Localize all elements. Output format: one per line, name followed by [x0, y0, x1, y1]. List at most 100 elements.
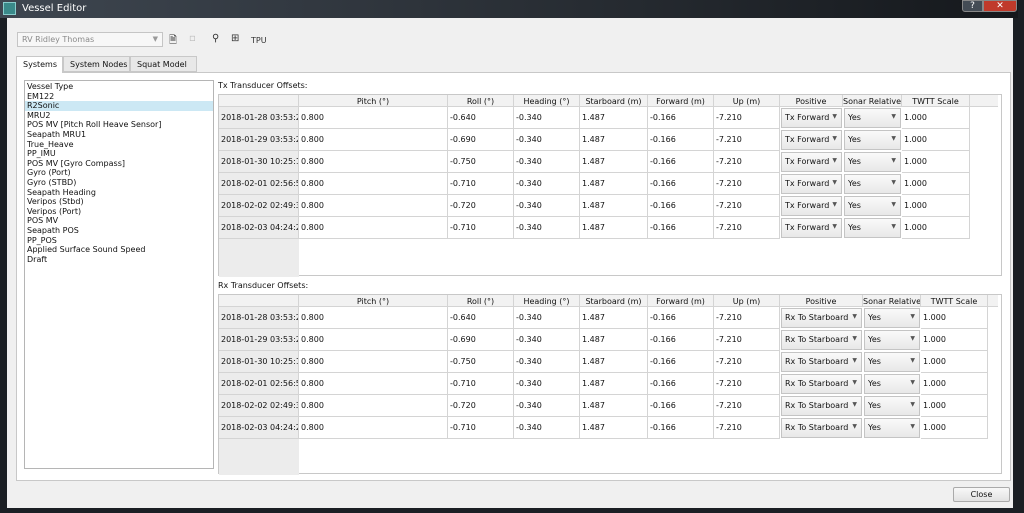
- sonar-relative-dropdown[interactable]: Yes ▼: [864, 352, 920, 372]
- table-cell[interactable]: -0.340: [514, 417, 580, 439]
- row-header-date[interactable]: 2018-01-30 10:25:13: [219, 151, 299, 173]
- sonar-relative-dropdown[interactable]: Yes ▼: [864, 396, 920, 416]
- column-header[interactable]: TWTT Scale: [902, 95, 970, 107]
- positive-dropdown[interactable]: Tx Forward ▼: [781, 174, 842, 194]
- window-close-button[interactable]: ✕: [983, 0, 1017, 12]
- table-cell[interactable]: -0.340: [514, 307, 580, 329]
- row-header-date[interactable]: 2018-01-29 03:53:27: [219, 329, 299, 351]
- row-header-date[interactable]: 2018-02-02 02:49:33: [219, 395, 299, 417]
- table-cell[interactable]: -0.750: [448, 151, 514, 173]
- row-header-date[interactable]: 2018-01-28 03:53:26: [219, 307, 299, 329]
- table-cell[interactable]: -0.166: [648, 307, 714, 329]
- positive-dropdown[interactable]: Tx Forward ▼: [781, 218, 842, 238]
- table-cell[interactable]: -0.340: [514, 129, 580, 151]
- sonar-relative-dropdown[interactable]: Yes ▼: [864, 308, 920, 328]
- table-cell[interactable]: -0.640: [448, 107, 514, 129]
- table-cell[interactable]: -0.720: [448, 395, 514, 417]
- table-cell[interactable]: 1.000: [902, 173, 970, 195]
- table-cell[interactable]: -0.340: [514, 373, 580, 395]
- table-cell[interactable]: 1.000: [902, 195, 970, 217]
- column-header[interactable]: Forward (m): [648, 295, 714, 307]
- column-header[interactable]: Heading (°): [514, 295, 580, 307]
- system-item[interactable]: EM122: [27, 91, 55, 101]
- positive-dropdown[interactable]: Rx To Starboard ▼: [781, 396, 862, 416]
- row-header-date[interactable]: 2018-01-29 03:53:27: [219, 129, 299, 151]
- table-cell[interactable]: -0.710: [448, 373, 514, 395]
- system-item[interactable]: Gyro (STBD): [27, 177, 77, 187]
- sonar-relative-dropdown[interactable]: Yes ▼: [844, 130, 901, 150]
- table-cell[interactable]: -0.166: [648, 217, 714, 239]
- column-header[interactable]: TWTT Scale: [921, 295, 988, 307]
- table-cell[interactable]: 0.800: [299, 329, 448, 351]
- node-icon[interactable]: ⚲: [212, 33, 220, 44]
- column-header[interactable]: Up (m): [714, 295, 780, 307]
- table-cell[interactable]: -0.340: [514, 351, 580, 373]
- table-cell[interactable]: -0.166: [648, 173, 714, 195]
- table-cell[interactable]: 1.487: [580, 129, 648, 151]
- table-cell[interactable]: 0.800: [299, 307, 448, 329]
- table-cell[interactable]: 1.487: [580, 373, 648, 395]
- close-button[interactable]: Close: [953, 487, 1010, 502]
- table-cell[interactable]: 1.487: [580, 217, 648, 239]
- table-cell[interactable]: 1.487: [580, 417, 648, 439]
- column-header[interactable]: Positive: [780, 95, 843, 107]
- table-cell[interactable]: -0.710: [448, 173, 514, 195]
- table-cell[interactable]: 1.000: [921, 373, 988, 395]
- sonar-relative-dropdown[interactable]: Yes ▼: [844, 196, 901, 216]
- positive-dropdown[interactable]: Rx To Starboard ▼: [781, 308, 862, 328]
- column-header[interactable]: Heading (°): [514, 95, 580, 107]
- vessel-dropdown[interactable]: RV Ridley Thomas ▼: [17, 32, 163, 47]
- table-cell[interactable]: 1.000: [902, 151, 970, 173]
- column-header[interactable]: Sonar Relative: [863, 295, 921, 307]
- table-cell[interactable]: -7.210: [714, 129, 780, 151]
- system-item[interactable]: Seapath POS: [27, 225, 79, 235]
- column-header[interactable]: Pitch (°): [299, 295, 448, 307]
- column-header[interactable]: Starboard (m): [580, 295, 648, 307]
- row-header-date[interactable]: 2018-02-03 04:24:22: [219, 417, 299, 439]
- table-cell[interactable]: -0.166: [648, 373, 714, 395]
- table-cell[interactable]: -7.210: [714, 173, 780, 195]
- system-item[interactable]: Veripos (Port): [27, 206, 82, 216]
- system-item[interactable]: Gyro (Port): [27, 168, 71, 178]
- table-cell[interactable]: 1.487: [580, 329, 648, 351]
- table-cell[interactable]: -0.690: [448, 329, 514, 351]
- table-cell[interactable]: -0.340: [514, 329, 580, 351]
- system-item[interactable]: Draft: [27, 254, 48, 264]
- system-item[interactable]: POS MV [Gyro Compass]: [27, 158, 125, 168]
- table-cell[interactable]: 1.487: [580, 307, 648, 329]
- table-cell[interactable]: -0.166: [648, 351, 714, 373]
- table-cell[interactable]: 1.487: [580, 151, 648, 173]
- save-icon[interactable]: ▫: [189, 33, 196, 44]
- system-item[interactable]: MRU2: [27, 110, 51, 120]
- sonar-relative-dropdown[interactable]: Yes ▼: [864, 374, 920, 394]
- tx-offsets-table[interactable]: Pitch (°) Roll (°) Heading (°) Starboard (m…: [218, 94, 1002, 277]
- table-cell[interactable]: -0.340: [514, 107, 580, 129]
- column-header[interactable]: Sonar Relative: [843, 95, 902, 107]
- positive-dropdown[interactable]: Tx Forward ▼: [781, 196, 842, 216]
- table-cell[interactable]: -0.340: [514, 151, 580, 173]
- tab-system-nodes[interactable]: System Nodes: [63, 56, 130, 72]
- row-header-date[interactable]: 2018-02-01 02:56:50: [219, 173, 299, 195]
- table-cell[interactable]: -7.210: [714, 417, 780, 439]
- table-cell[interactable]: -0.690: [448, 129, 514, 151]
- table-cell[interactable]: -0.340: [514, 395, 580, 417]
- tab-systems[interactable]: Systems: [16, 56, 63, 73]
- table-cell[interactable]: 0.800: [299, 351, 448, 373]
- system-item[interactable]: PP_POS: [27, 235, 57, 245]
- table-cell[interactable]: -0.710: [448, 417, 514, 439]
- rx-offsets-table[interactable]: Pitch (°) Roll (°) Heading (°) Starboard (m…: [218, 294, 1002, 475]
- table-cell[interactable]: -0.640: [448, 307, 514, 329]
- positive-dropdown[interactable]: Rx To Starboard ▼: [781, 352, 862, 372]
- table-cell[interactable]: 0.800: [299, 373, 448, 395]
- table-cell[interactable]: -0.166: [648, 195, 714, 217]
- sonar-relative-dropdown[interactable]: Yes ▼: [864, 330, 920, 350]
- help-button[interactable]: ?: [962, 0, 983, 12]
- table-cell[interactable]: -0.750: [448, 351, 514, 373]
- table-cell[interactable]: 1.000: [902, 107, 970, 129]
- column-header[interactable]: Up (m): [714, 95, 780, 107]
- table-cell[interactable]: -7.210: [714, 373, 780, 395]
- table-cell[interactable]: -7.210: [714, 151, 780, 173]
- positive-dropdown[interactable]: Tx Forward ▼: [781, 108, 842, 128]
- column-header[interactable]: Forward (m): [648, 95, 714, 107]
- table-cell[interactable]: 1.000: [921, 351, 988, 373]
